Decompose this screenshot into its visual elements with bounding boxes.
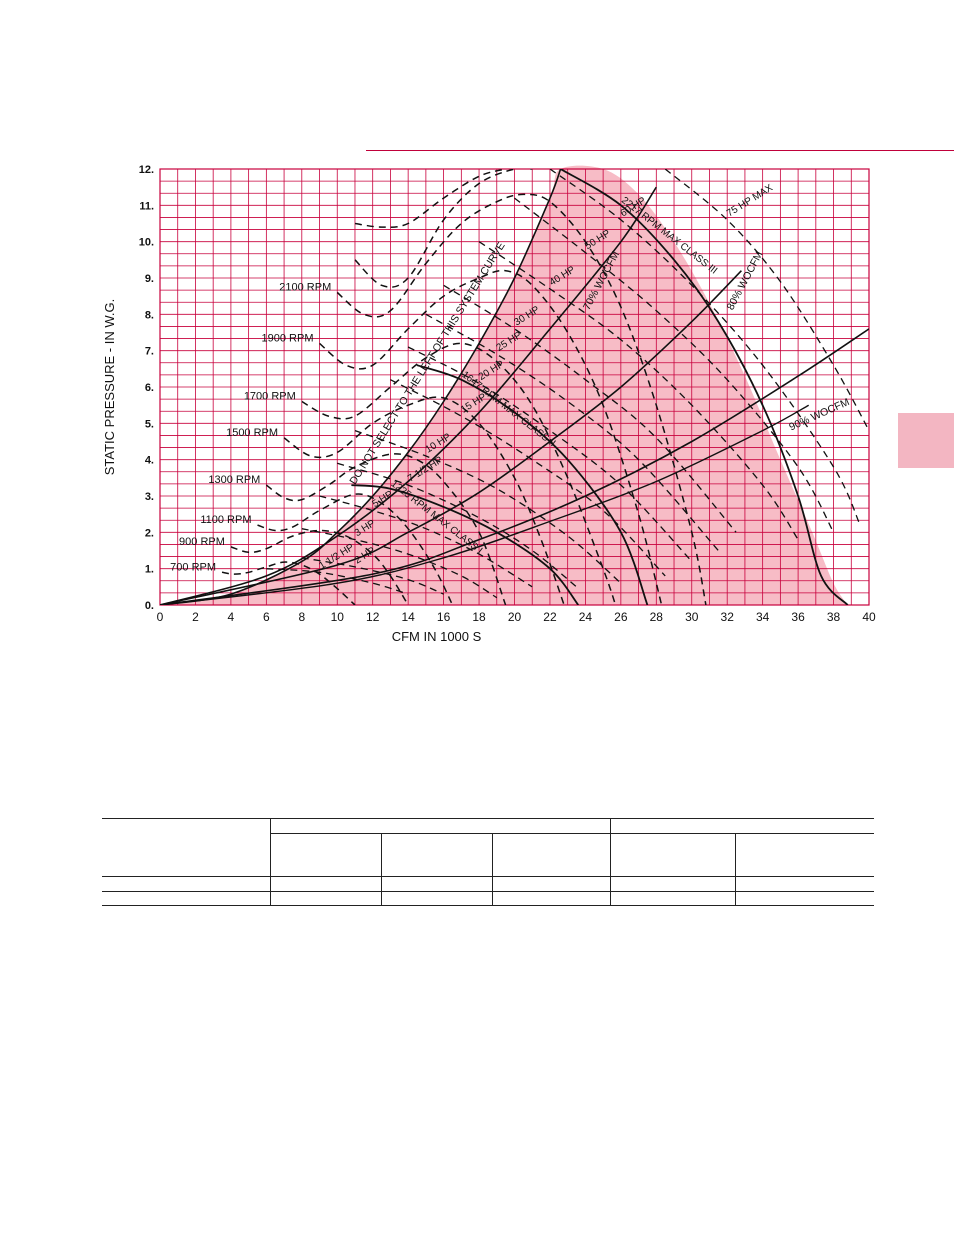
x-tick-label: 36	[791, 610, 805, 624]
y-tick-label: 0.	[145, 600, 154, 612]
y-tick-label: 11.	[139, 200, 154, 212]
y-axis-title: STATIC PRESSURE - IN W.G.	[102, 299, 117, 475]
rpm-label: 1500 RPM	[226, 427, 278, 439]
x-tick-label: 0	[157, 610, 164, 624]
hp-label: 75 HP MAX	[725, 182, 775, 219]
rpm-curve	[283, 396, 565, 605]
x-tick-label: 30	[685, 610, 699, 624]
rpm-curve	[336, 193, 707, 605]
rpm-curve	[354, 169, 533, 288]
y-tick-label: 5.	[145, 418, 154, 430]
table-rule	[102, 891, 874, 892]
rpm-curve	[257, 493, 454, 605]
x-tick-label: 8	[298, 610, 305, 624]
x-tick-label: 18	[472, 610, 486, 624]
rpm-curve	[230, 529, 409, 605]
rpm-label: 900 RPM	[179, 536, 225, 548]
class-limit-curve	[560, 169, 849, 605]
woc-curve	[160, 404, 810, 605]
x-tick-label: 6	[263, 610, 270, 624]
hp-curve	[301, 528, 498, 599]
data-table	[102, 818, 874, 906]
x-tick-label: 4	[228, 610, 235, 624]
plot-frame	[159, 168, 870, 606]
system-curve	[160, 169, 562, 605]
table-rule	[102, 905, 874, 906]
rpm-label: 1900 RPM	[262, 332, 314, 344]
table-divider	[492, 833, 493, 906]
y-tick-label: 6.	[145, 382, 154, 394]
rpm-curve	[354, 169, 506, 228]
x-tick-label: 14	[401, 610, 415, 624]
x-tick-label: 20	[508, 610, 522, 624]
x-tick-label: 10	[331, 610, 345, 624]
x-tick-label: 2	[192, 610, 199, 624]
hp-curve	[354, 429, 622, 584]
rpm-curve	[301, 342, 617, 605]
y-tick-label: 7.	[145, 346, 154, 358]
hp-curve	[319, 495, 533, 588]
x-tick-label: 12	[366, 610, 380, 624]
hp-curve	[337, 462, 577, 588]
hp-curve	[549, 169, 861, 526]
y-tick-label: 10.	[139, 237, 154, 249]
rpm-label: 1300 RPM	[208, 474, 260, 486]
hp-curve	[664, 169, 869, 431]
table-divider	[381, 833, 382, 906]
hp-curve	[443, 284, 737, 533]
table-rule	[270, 833, 874, 834]
hp-curve	[390, 379, 666, 577]
hp-curve	[425, 313, 719, 551]
table-rule	[102, 818, 874, 819]
y-tick-label: 4.	[145, 455, 154, 467]
x-tick-label: 16	[437, 610, 451, 624]
system-curve	[160, 328, 869, 605]
rpm-label: 700 RPM	[170, 561, 216, 573]
table-rule	[102, 876, 874, 877]
table-divider	[270, 818, 271, 906]
header-rule	[366, 150, 954, 151]
y-tick-label: 12.	[139, 164, 154, 176]
rpm-label: 2100 RPM	[279, 282, 331, 294]
hp-curve	[478, 241, 799, 540]
y-tick-label: 9.	[145, 273, 154, 285]
y-tick-label: 1.	[145, 564, 154, 576]
table-divider	[610, 818, 611, 906]
chart-annotation: 90% WOCFM	[787, 396, 851, 433]
y-tick-label: 2.	[145, 527, 154, 539]
y-tick-label: 3.	[145, 491, 154, 503]
rpm-curve	[221, 561, 356, 605]
hp-curve	[407, 346, 693, 562]
rpm-curve	[319, 269, 663, 605]
fan-performance-chart: 0 2 4 6 8 10 12 14 16 18 20 22 24 26 28 30 32 34 36 38 400.1…	[102, 164, 876, 644]
system-curve	[160, 270, 742, 605]
section-tab	[898, 413, 954, 468]
table-divider	[735, 833, 736, 906]
x-tick-label: 26	[614, 610, 628, 624]
rpm-curve	[265, 453, 507, 605]
x-tick-label: 32	[721, 610, 735, 624]
x-axis-title: CFM IN 1000 S	[392, 629, 482, 644]
x-tick-label: 28	[650, 610, 664, 624]
rpm-label: 1100 RPM	[200, 514, 251, 526]
class-limit-curve	[416, 364, 649, 605]
class-limit-curve	[351, 484, 580, 605]
system-curve	[160, 186, 657, 605]
x-tick-label: 40	[862, 610, 876, 624]
x-tick-label: 22	[543, 610, 557, 624]
hp-curve	[514, 197, 835, 533]
x-tick-label: 38	[827, 610, 841, 624]
x-tick-label: 34	[756, 610, 770, 624]
y-tick-label: 8.	[145, 309, 154, 321]
x-tick-label: 24	[579, 610, 593, 624]
rpm-label: 1700 RPM	[244, 391, 296, 403]
